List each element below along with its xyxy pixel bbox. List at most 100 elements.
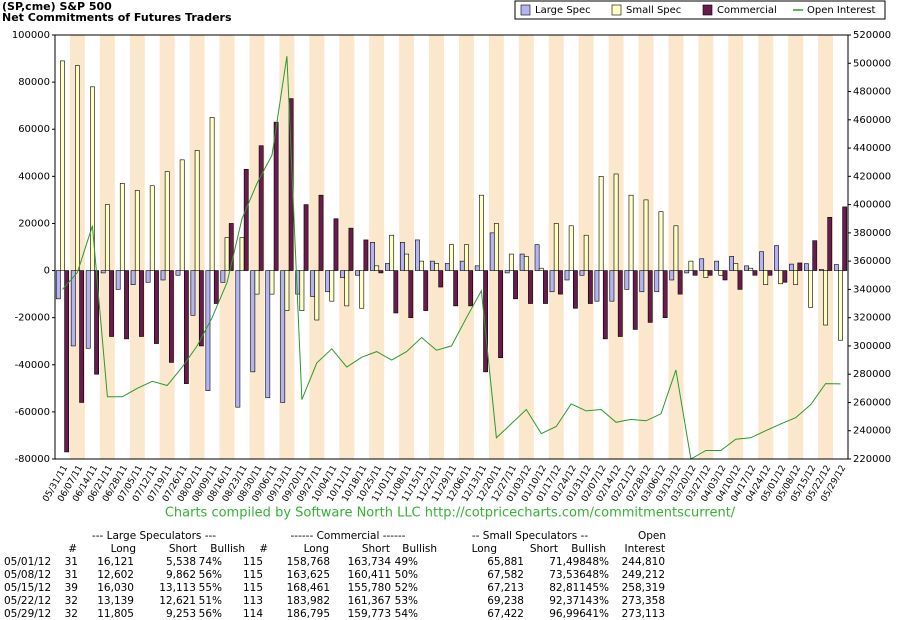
stripe [758, 35, 774, 459]
bar [647, 270, 653, 323]
table-header: Short [530, 543, 558, 555]
bar [269, 270, 275, 295]
y2-tick-label: 460000 [853, 115, 891, 126]
table-cell: 5,538 [166, 556, 196, 568]
table-cell: 74% [199, 556, 222, 568]
table-cell: 11,805 [97, 608, 134, 620]
table-cell: 13,113 [159, 582, 196, 594]
table-cell: 56% [199, 569, 222, 581]
bar [519, 253, 525, 271]
chart-title: (SP,cme) S&P 500 [2, 0, 112, 13]
bar [579, 270, 585, 276]
bar [449, 244, 454, 271]
table-cell: 54% [395, 608, 418, 620]
table-cell: 16,121 [97, 556, 134, 568]
bar [224, 237, 230, 271]
table-cell: 39 [65, 582, 78, 594]
bar [378, 270, 384, 274]
bar [703, 270, 709, 278]
y2-tick-label: 240000 [853, 426, 891, 437]
table-cell: 43% [586, 595, 609, 607]
stripe [518, 35, 534, 459]
y2-tick-label: 360000 [853, 256, 891, 267]
bar [489, 232, 495, 271]
bar [419, 260, 424, 271]
bar [508, 253, 514, 271]
y2-tick-label: 400000 [853, 200, 891, 211]
table-cell: 96,996 [549, 608, 586, 620]
bar [459, 260, 465, 271]
y2-tick-label: 260000 [853, 397, 891, 408]
bar [453, 270, 459, 307]
table-cell: 163,734 [348, 556, 392, 568]
table-cell: 41% [586, 608, 609, 620]
stripe [429, 35, 445, 459]
bar [444, 263, 450, 271]
table-header: Long [111, 543, 136, 555]
bar [205, 270, 211, 391]
bar [707, 270, 713, 276]
table-cell: 71,498 [549, 556, 586, 568]
table-cell: 50% [395, 569, 418, 581]
bar [423, 270, 429, 311]
bar [228, 223, 234, 271]
bar [213, 270, 219, 304]
bar [658, 211, 664, 271]
bar [145, 270, 151, 283]
table-cell: 48% [586, 569, 609, 581]
bar [609, 270, 615, 302]
bar [714, 260, 720, 271]
table-cell: 115 [243, 556, 263, 568]
table-cell: 158,768 [287, 556, 330, 568]
table-group-header: Open [638, 530, 666, 542]
table-group-header: ------ Commercial ------ [291, 530, 406, 542]
y-tick-label: 0 [44, 266, 50, 277]
table-cell: 244,810 [622, 556, 665, 568]
bar [209, 117, 215, 271]
stripe [818, 35, 834, 459]
bar [198, 270, 204, 347]
table-cell: 161,367 [348, 595, 391, 607]
bar [479, 194, 484, 271]
y2-tick-label: 340000 [853, 284, 891, 295]
bar [414, 239, 420, 271]
bar [594, 270, 600, 302]
table-header: Bullish [210, 543, 245, 555]
table-header: Long [304, 543, 329, 555]
table-cell: 12,621 [159, 595, 196, 607]
table-cell: 05/22/12 [4, 595, 51, 607]
bar [789, 263, 794, 271]
bar [774, 245, 779, 271]
table-cell: 186,795 [287, 608, 330, 620]
bar [243, 168, 249, 271]
bar [718, 270, 724, 276]
table-cell: 69,238 [487, 595, 524, 607]
table-cell: 55% [199, 582, 222, 594]
table-header: Interest [625, 543, 665, 555]
table-cell: 160,411 [348, 569, 391, 581]
bar [160, 270, 166, 281]
stripe [399, 35, 415, 459]
bar [340, 270, 345, 278]
bar [767, 270, 773, 276]
bar [239, 237, 245, 271]
bar [318, 194, 324, 271]
bar [617, 270, 623, 337]
bar [528, 270, 533, 304]
bar [744, 265, 749, 271]
bar [759, 251, 764, 271]
bar [677, 270, 683, 295]
bar [179, 159, 185, 271]
bar [124, 270, 129, 340]
table-cell: 258,319 [622, 582, 665, 594]
legend-label: Large Spec [535, 5, 591, 16]
bar [498, 270, 503, 359]
bar [782, 270, 788, 283]
legend-label: Commercial [717, 5, 777, 16]
table-cell: 32 [65, 608, 78, 620]
y2-tick-label: 320000 [853, 313, 891, 324]
bar [258, 145, 264, 271]
table-header: Bullish [402, 543, 437, 555]
